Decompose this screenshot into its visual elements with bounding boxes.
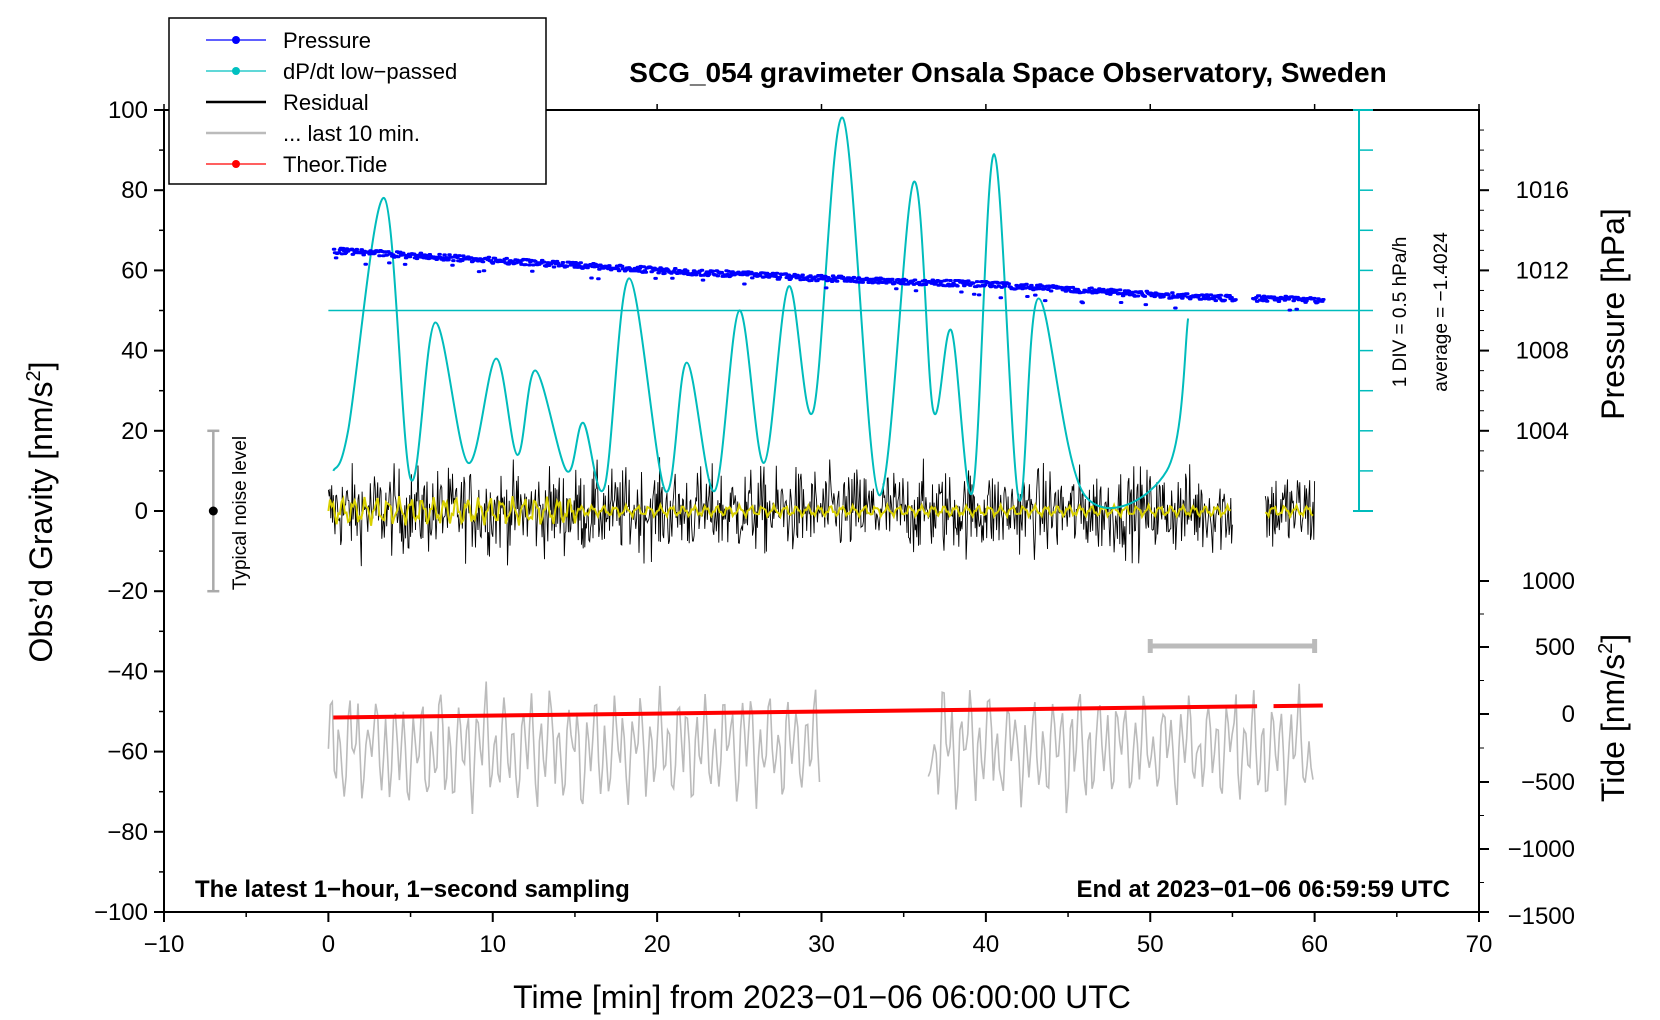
legend-swatch-dot [232, 67, 240, 75]
series-last-10-min [327, 681, 821, 815]
bottom-left-note: The latest 1−hour, 1−second sampling [195, 876, 630, 903]
y-axis-label-pressure: Pressure [hPa] [1595, 208, 1631, 420]
x-tick-label: 10 [479, 931, 506, 958]
tide-tick-label: 1000 [1522, 568, 1575, 595]
x-tick-label: 20 [644, 931, 671, 958]
x-tick-label: 70 [1466, 931, 1493, 958]
pressure-tick-label: 1004 [1516, 418, 1569, 445]
tide-tick-label: −1000 [1508, 836, 1575, 863]
y-tick-label: 0 [135, 498, 148, 525]
series-residual-lowpass-segment-2 [1264, 502, 1314, 520]
y-tick-label: −60 [107, 739, 148, 766]
y-tick-label: −100 [94, 899, 148, 926]
series-last-10-min-segment-2 [927, 683, 1314, 814]
dpdt-average-label: average = −1.4024 [1431, 232, 1452, 392]
y-tick-label: 60 [121, 257, 148, 284]
y-axis-label-left: Obs’d Gravity [nm/s2] [23, 362, 59, 663]
tide-tick-label: −500 [1521, 769, 1575, 796]
legend-label: dP/dt low−passed [283, 59, 457, 84]
y-tick-label: 100 [108, 97, 148, 124]
dpdt-scale-label: 1 DIV = 0.5 hPa/h [1390, 237, 1411, 388]
series-theor-tide-segment-2 [1273, 703, 1323, 709]
series-theor-tide [333, 704, 1258, 720]
x-axis-label: Time [min] from 2023−01−06 06:00:00 UTC [513, 979, 1131, 1015]
axis-ticks: −10 0 10 20 30 40 50 60 70−100−80−60−40−20020406… [94, 97, 1575, 958]
legend-label: Residual [283, 90, 369, 115]
y-tick-label: −20 [107, 578, 148, 605]
legend-label: ... last 10 min. [283, 121, 420, 146]
noise-level-dot [208, 506, 218, 516]
y-tick-label: 20 [121, 418, 148, 445]
pressure-tick-label: 1012 [1516, 257, 1569, 284]
legend-swatch-dot [232, 160, 240, 168]
tide-tick-label: 0 [1562, 701, 1575, 728]
x-tick-label: −10 [144, 931, 185, 958]
noise-level-indicator: Typical noise level [207, 429, 251, 593]
legend-label: Pressure [283, 28, 371, 53]
pressure-tick-label: 1008 [1516, 338, 1569, 365]
y-axis-label-tide: Tide [nm/s2] [1595, 634, 1631, 802]
series-layer [327, 116, 1360, 815]
x-tick-label: 30 [808, 931, 835, 958]
tide-tick-label: 500 [1535, 634, 1575, 661]
chart-title: SCG_054 gravimeter Onsala Space Observat… [629, 57, 1386, 88]
series-dpdt [332, 116, 1190, 509]
y-tick-label: −40 [107, 658, 148, 685]
legend: Pressure dP/dt low−passed Residual ... last… [168, 17, 547, 185]
x-tick-label: 50 [1137, 931, 1164, 958]
pressure-tick-label: 1016 [1516, 177, 1569, 204]
legend-label: Theor.Tide [283, 152, 387, 177]
tide-tick-label: −1500 [1508, 903, 1575, 930]
x-tick-label: 0 [322, 931, 335, 958]
series-pressure [331, 246, 1326, 312]
y-tick-label: 80 [121, 177, 148, 204]
noise-level-label: Typical noise level [230, 436, 251, 590]
y-tick-label: −80 [107, 819, 148, 846]
last-10-min-bar [1147, 639, 1318, 653]
series-residual-lowpass [327, 494, 1231, 526]
series-residual-segment-2 [1264, 479, 1316, 547]
x-tick-label: 40 [973, 931, 1000, 958]
legend-swatch-dot [232, 36, 240, 44]
bottom-right-note: End at 2023−01−06 06:59:59 UTC [1076, 876, 1450, 903]
x-tick-label: 60 [1301, 931, 1328, 958]
y-tick-label: 40 [121, 338, 148, 365]
